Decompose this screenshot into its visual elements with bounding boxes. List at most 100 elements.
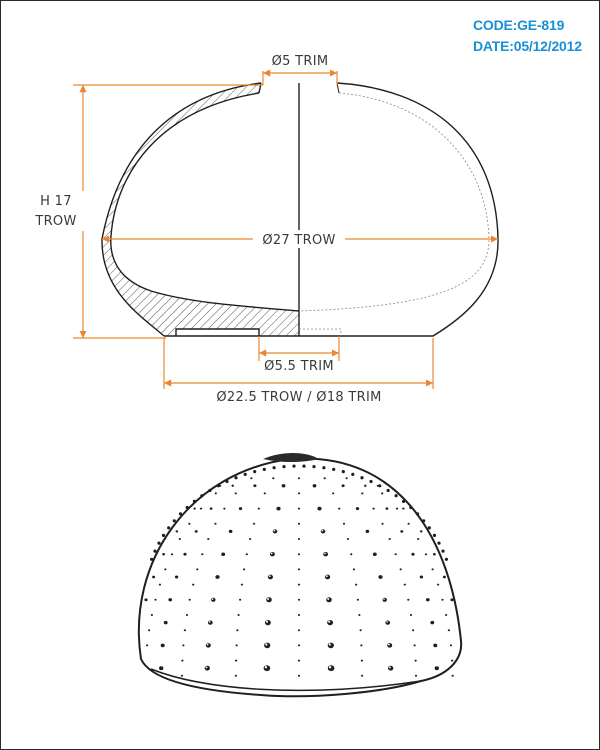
urchin-rim-dot <box>322 466 326 470</box>
height-label-line2: TROW <box>34 214 76 229</box>
urchin-tubercle-highlight <box>327 598 330 600</box>
urchin-tubercle <box>412 629 415 632</box>
urchin-tubercle <box>325 574 331 580</box>
urchin-tubercle <box>263 492 266 495</box>
urchin-tubercle <box>183 629 186 632</box>
urchin-rim-dot <box>332 467 336 471</box>
urchin-tubercle <box>297 674 301 677</box>
urchin-tubercle <box>269 552 275 557</box>
urchin-tubercle <box>381 492 384 495</box>
urchin-tubercle <box>419 575 424 579</box>
urchin-tubercle <box>342 522 346 525</box>
urchin-tubercle <box>297 492 301 495</box>
urchin-tubercle <box>409 614 413 616</box>
urchin-tubercle <box>199 507 203 510</box>
urchin-tubercle <box>237 614 240 616</box>
urchin-tubercle <box>419 530 423 533</box>
urchin-tubercle <box>441 598 444 601</box>
urchin-tubercle <box>297 629 301 632</box>
urchin-rim-dot <box>369 479 373 484</box>
urchin-tubercle-highlight <box>208 621 211 623</box>
urchin-tubercle <box>378 575 383 579</box>
dimension-lines: Ø5 TRIM H 17 TROW Ø27 TROW Ø5.5 TRIM Ø22… <box>31 51 498 405</box>
urchin-tubercle <box>240 583 243 586</box>
urchin-tubercle <box>338 507 341 510</box>
urchin-rim-dot <box>153 549 157 553</box>
urchin-tubercle <box>148 629 151 632</box>
urchin-tubercle <box>317 506 322 511</box>
urchin-tubercle <box>188 522 191 525</box>
urchin-rim-dot <box>167 526 171 530</box>
urchin-tubercle <box>234 492 237 495</box>
urchin-tubercle <box>297 659 301 662</box>
urchin-tubercle <box>346 538 349 540</box>
body-diameter-label: Ø27 TROW <box>262 233 335 248</box>
urchin-tubercle <box>234 674 237 677</box>
urchin-outline <box>137 457 463 698</box>
urchin-tubercle <box>193 507 196 510</box>
urchin-tubercle <box>297 614 301 616</box>
urchin-tubercle <box>253 484 257 488</box>
urchin-tubercle <box>356 598 359 601</box>
urchin-tubercle <box>297 477 301 480</box>
urchin-tubercle <box>352 568 355 571</box>
urchin-tubercle-highlight <box>270 552 273 555</box>
urchin-rim-dot <box>394 494 398 498</box>
urchin-tubercle <box>204 665 210 671</box>
urchin-tubercle <box>345 477 348 480</box>
urchin-tubercle <box>433 552 436 556</box>
urchin-tubercle <box>264 619 271 626</box>
urchin-tubercle <box>355 507 360 511</box>
urchin-tubercle <box>431 568 434 571</box>
urchin-tubercle <box>188 598 191 601</box>
urchin-rim-dot <box>386 488 390 493</box>
urchin-tubercle-highlight <box>264 666 268 669</box>
urchin-tubercle <box>395 507 399 510</box>
urchin-tubercle <box>327 665 335 672</box>
urchin-tubercle <box>361 492 364 495</box>
urchin-tubercle <box>297 598 301 601</box>
urchin-tubercle <box>445 614 448 616</box>
base-hidden-right <box>299 328 342 336</box>
urchin-tubercle <box>267 574 273 580</box>
urchin-tubercle <box>281 484 286 488</box>
urchin-tubercle <box>358 614 361 616</box>
urchin-rim-dot <box>178 512 183 516</box>
urchin-tubercle <box>162 552 165 556</box>
urchin-tubercle-highlight <box>386 621 388 623</box>
urchin-rim-dot <box>192 499 196 503</box>
outer-outline-left <box>101 82 262 337</box>
urchin-base-shadow <box>150 668 422 692</box>
urchin-tubercle <box>257 507 260 510</box>
urchin-tubercle <box>388 538 391 540</box>
urchin-rim-dot <box>351 472 355 476</box>
urchin-tubercle <box>382 597 387 602</box>
urchin-rim-dot <box>409 505 413 510</box>
base-diameter-label: Ø22.5 TROW / Ø18 TRIM <box>216 390 381 405</box>
urchin-tubercle-highlight <box>325 575 328 578</box>
urchin-tubercle <box>312 484 317 488</box>
urchin-tubercle <box>297 553 301 556</box>
urchin-rim-dot <box>161 533 166 538</box>
base-outline-left <box>164 328 299 337</box>
urchin-tubercle <box>417 538 420 540</box>
urchin-rim-dot <box>185 505 189 510</box>
urchin-tubercle <box>360 659 363 662</box>
urchin-tubercle <box>385 620 391 625</box>
urchin-rim-dot <box>253 470 257 474</box>
urchin-tubercle <box>160 643 165 648</box>
urchin-tubercle-highlight <box>388 666 391 669</box>
urchin-tubercle <box>327 642 334 649</box>
urchin-rim-dot <box>262 467 266 471</box>
urchin-tubercle <box>183 552 187 556</box>
urchin-tubercle <box>297 522 301 525</box>
urchin-rim-dot <box>172 519 176 523</box>
urchin-tubercle <box>164 568 167 571</box>
urchin-tubercle <box>323 477 326 480</box>
urchin-tubercle <box>323 552 329 557</box>
urchin-tubercle <box>350 553 353 556</box>
urchin-tubercle <box>434 666 439 671</box>
urchin-rim-dot <box>216 484 220 488</box>
urchin-tubercle <box>205 643 211 648</box>
urchin-tubercle <box>214 492 217 495</box>
